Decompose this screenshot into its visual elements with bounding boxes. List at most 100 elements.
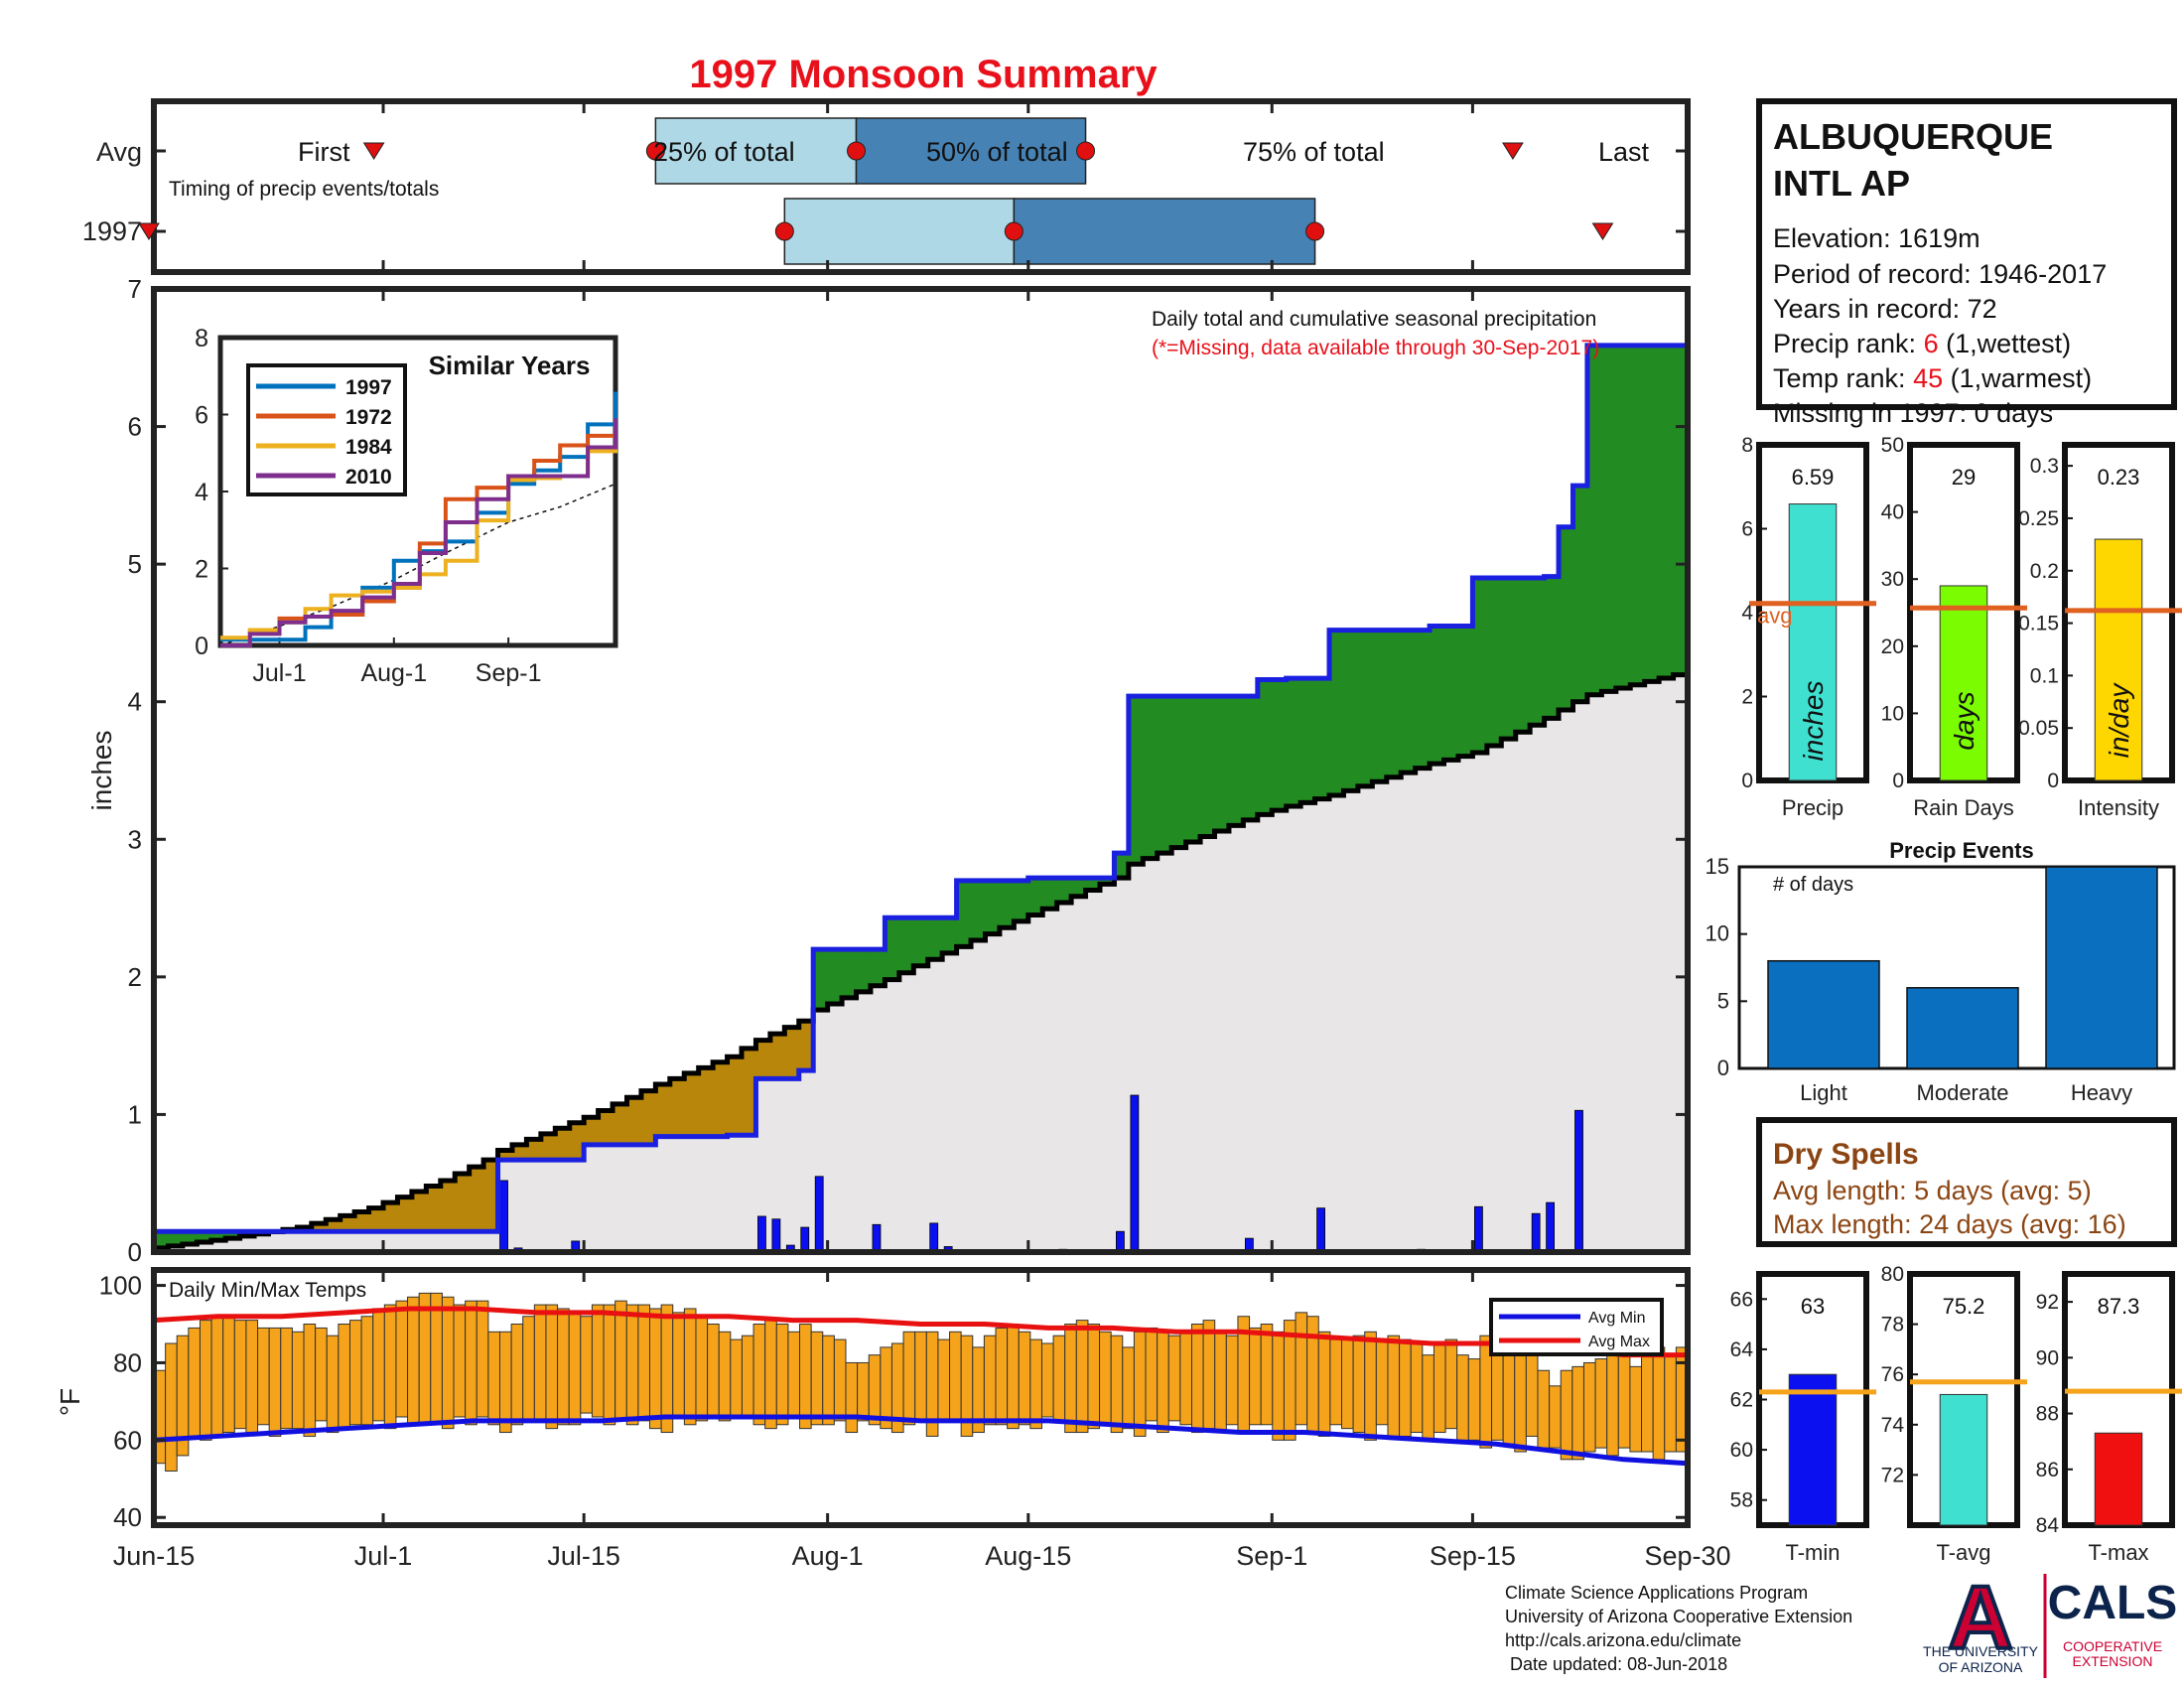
temp-range-bar bbox=[1664, 1354, 1677, 1453]
station-missing: Missing in 1997: 0 days bbox=[1773, 398, 2053, 428]
events-bar-light bbox=[1767, 959, 1880, 1069]
footer-line4: Date updated: 08-Jun-2018 bbox=[1505, 1654, 1727, 1674]
page-title: 1997 Monsoon Summary bbox=[689, 53, 1158, 96]
below-avg-fill bbox=[742, 1048, 757, 1136]
main-fills bbox=[154, 345, 1689, 1252]
inset-y-tick-label: 8 bbox=[195, 325, 208, 352]
below-avg-fill bbox=[526, 1139, 542, 1161]
timing-avg-q25-q50 bbox=[654, 117, 858, 185]
dry-spells-title: Dry Spells bbox=[1773, 1138, 1919, 1171]
above-avg-fill bbox=[225, 1231, 241, 1239]
inset-legend-label-1984: 1984 bbox=[345, 436, 392, 459]
main-legend-line2: (*=Missing, data available through 30-Se… bbox=[1152, 337, 1599, 359]
temp-range-bar bbox=[1167, 1335, 1181, 1422]
temp-range-bar bbox=[822, 1335, 835, 1426]
above-avg-fill bbox=[1430, 626, 1445, 765]
temp-y-tick-label: 40 bbox=[113, 1502, 142, 1532]
station-precip-rank: Precip rank: 6 (1,wettest) bbox=[1773, 329, 2071, 358]
temp-y-label: °F bbox=[55, 1388, 85, 1416]
temp-range-bar bbox=[476, 1300, 489, 1418]
temp-range-bar bbox=[1283, 1320, 1297, 1441]
dry-spells-frame bbox=[1756, 1117, 2177, 1247]
main-y-tick-label: 3 bbox=[128, 824, 142, 854]
above-avg-fill bbox=[1171, 696, 1187, 848]
temp-range-bar bbox=[764, 1320, 777, 1430]
temp-range-bar bbox=[498, 1331, 512, 1434]
main-lines bbox=[154, 343, 1691, 1251]
below-avg-fill bbox=[426, 1186, 442, 1232]
temp-range-bar bbox=[1145, 1327, 1159, 1422]
temp-range-bar bbox=[775, 1324, 789, 1426]
temp-legend-frame bbox=[1489, 1298, 1664, 1356]
temp-range-bar bbox=[348, 1320, 362, 1426]
above-avg-fill bbox=[168, 1231, 184, 1246]
below-avg-fill bbox=[713, 1061, 729, 1137]
station-name-1: ALBUQUERQUE bbox=[1773, 116, 2053, 157]
temp-range-bar bbox=[222, 1316, 235, 1434]
date-x-axis: Jun-15 Jul-1 Jul-15 Aug-1 Aug-15 Sep-1 Sep-15 S… bbox=[113, 101, 1731, 1571]
timing-avg-first-marker bbox=[362, 142, 385, 160]
temp-range-bar bbox=[1099, 1331, 1112, 1426]
tmax-y-tick-label: 84 bbox=[2036, 1514, 2060, 1537]
temp-range-bar bbox=[649, 1308, 662, 1430]
timing-row-avg: Avg bbox=[96, 137, 142, 167]
events-y-tick-label: 0 bbox=[1717, 1055, 1729, 1080]
below-avg-fill bbox=[340, 1215, 355, 1232]
events-category-label: Light bbox=[1800, 1080, 1847, 1105]
above-avg-fill bbox=[1659, 345, 1675, 678]
temp-range-bar bbox=[430, 1292, 443, 1426]
temp-range-bar bbox=[360, 1316, 374, 1426]
above-avg-fill bbox=[1257, 679, 1273, 815]
inset-x-tick-label: Sep-1 bbox=[476, 659, 542, 687]
below-avg-fill bbox=[598, 1110, 614, 1145]
above-avg-fill bbox=[1559, 526, 1574, 711]
below-avg-fill bbox=[555, 1128, 571, 1161]
station-name-2: INTL AP bbox=[1773, 163, 1910, 204]
inset-legend: 1997 1972 1984 2010 bbox=[246, 363, 407, 496]
tmin-y-tick-label: 64 bbox=[1730, 1338, 1754, 1361]
main-y-axis: 0 1 2 3 4 5 6 7 bbox=[128, 274, 1688, 1267]
temp-range-bar bbox=[487, 1331, 500, 1426]
small-stat-charts: 0 2 4 6 8 6.59 Precip inches avg 0 10 20 30 40 50 29 Rai… bbox=[1730, 434, 2182, 1565]
below-avg-fill bbox=[784, 1027, 800, 1079]
station-box bbox=[1756, 98, 2177, 410]
date-x-tick-label: Sep-1 bbox=[1236, 1541, 1307, 1571]
above-avg-fill bbox=[1300, 678, 1316, 803]
above-avg-fill bbox=[1544, 576, 1560, 719]
timing-avg-quantile-marker bbox=[847, 141, 867, 161]
temp-range-bar bbox=[695, 1316, 709, 1422]
temp-range-bar bbox=[1560, 1369, 1573, 1461]
temp-range-bar bbox=[995, 1327, 1009, 1426]
precip-rank-value: 6 bbox=[1924, 329, 1939, 358]
footer-line1: Climate Science Applications Program bbox=[1505, 1583, 1808, 1603]
intensity-y-tick-label: 0.15 bbox=[2018, 613, 2059, 635]
temp-range-bar bbox=[257, 1327, 270, 1426]
above-avg-fill bbox=[985, 880, 1001, 934]
main-y-tick-label: 6 bbox=[128, 412, 142, 442]
temp-range-bar bbox=[1157, 1331, 1169, 1434]
above-avg-fill bbox=[1272, 679, 1288, 811]
rain_days-bar bbox=[1939, 585, 1988, 781]
temp-range-bar bbox=[1387, 1335, 1401, 1437]
temp-range-bar bbox=[625, 1304, 639, 1426]
date-x-tick-label: Sep-15 bbox=[1430, 1541, 1516, 1571]
tmin-y-tick-label: 66 bbox=[1730, 1288, 1753, 1311]
intensity-unit: in/day bbox=[2104, 682, 2134, 759]
above-avg-fill bbox=[1515, 578, 1531, 733]
tavg-y-tick-label: 72 bbox=[1881, 1464, 1904, 1486]
inset-legend-label-1972: 1972 bbox=[345, 406, 392, 429]
precip-avg-label: avg bbox=[1757, 604, 1792, 629]
events-y-tick-label: 10 bbox=[1706, 921, 1729, 946]
events-title: Precip Events bbox=[1889, 838, 2034, 863]
below-avg-fill bbox=[383, 1202, 399, 1232]
above-avg-fill bbox=[1157, 696, 1172, 854]
below-avg-fill bbox=[397, 1196, 413, 1232]
temp-range-bar bbox=[1040, 1342, 1054, 1418]
tmax-y-tick-label: 92 bbox=[2036, 1291, 2059, 1314]
above-avg-fill bbox=[1457, 626, 1474, 757]
daily-precip-bar bbox=[929, 1222, 939, 1253]
above-avg-fill bbox=[1530, 578, 1546, 726]
above-avg-fill bbox=[1343, 630, 1359, 791]
main-precip-chart: 0 1 2 3 4 5 6 7 inches Daily total and cumulati… bbox=[86, 274, 1691, 1267]
temp-legend: Avg Min Avg Max bbox=[1489, 1298, 1664, 1356]
